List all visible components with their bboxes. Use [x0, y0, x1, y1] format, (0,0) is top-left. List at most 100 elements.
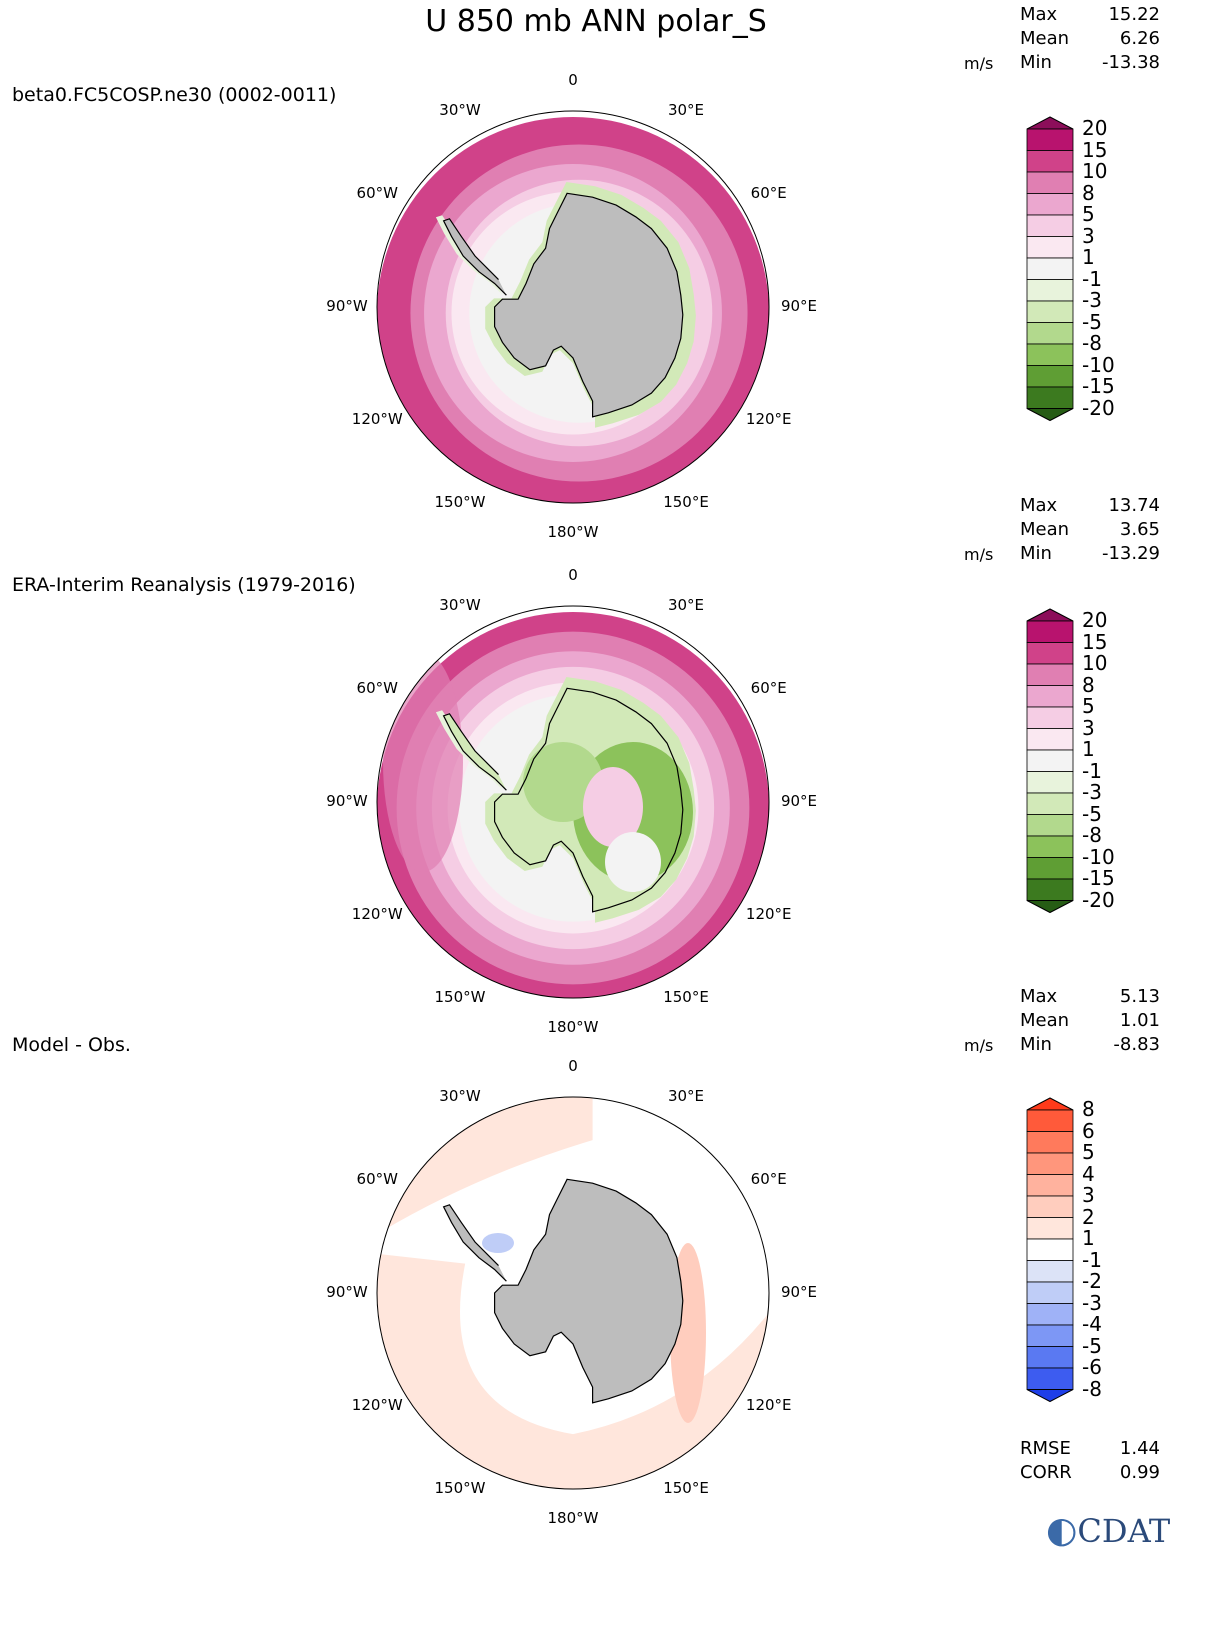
colorbar-bottom-arrow — [1026, 900, 1074, 914]
colorbar-box — [1026, 236, 1074, 259]
colorbar-box — [1026, 279, 1074, 302]
lon-label-e120: 120°E — [745, 410, 792, 428]
panel-2-label: ERA-Interim Reanalysis (1979-2016) — [12, 574, 356, 596]
field-positive — [377, 1097, 593, 1235]
lon-label-w30: 30°W — [439, 596, 481, 615]
stat-min-value: -8.83 — [1113, 1034, 1160, 1055]
colorbar-box — [1026, 322, 1074, 345]
stat-max-value: 15.22 — [1108, 4, 1160, 25]
lon-label-e150: 150°E — [663, 492, 709, 511]
map-field-3 — [377, 1097, 769, 1489]
lon-label-w30: 30°W — [439, 101, 481, 120]
stat-units: m/s — [964, 54, 994, 73]
colorbar-tick-label: -6 — [1082, 1355, 1102, 1379]
colorbar-tick-label: -10 — [1082, 352, 1115, 377]
lon-label-w60: 60°W — [356, 679, 398, 697]
lon-label-top: 0 — [568, 566, 578, 584]
field-band — [383, 652, 463, 872]
lon-label-e30: 30°E — [667, 1087, 705, 1106]
stat-max-label: Max — [1020, 495, 1058, 516]
stat-mean-value: 3.65 — [1119, 519, 1160, 540]
colorbar-box — [1026, 1152, 1074, 1175]
colorbar-tick-label: 20 — [1082, 116, 1108, 140]
stat-min-label: Min — [1020, 1034, 1052, 1055]
stat-min-label: Min — [1020, 543, 1052, 564]
colorbar-tick-label: -20 — [1082, 887, 1115, 912]
colorbar-tick-label: -8 — [1082, 1376, 1102, 1401]
colorbar-box — [1026, 1303, 1074, 1326]
lon-label-e60: 60°E — [750, 679, 787, 697]
lon-label-w120: 120°W — [351, 410, 403, 428]
colorbar-3 — [1026, 1097, 1074, 1403]
colorbar-bottom-arrow — [1026, 408, 1074, 422]
lon-label-w150: 150°W — [434, 987, 486, 1006]
lon-label-e120: 120°E — [745, 905, 792, 923]
colorbar-box — [1026, 878, 1074, 901]
stat-mean-label: Mean — [1020, 519, 1070, 540]
field-interior — [583, 767, 643, 847]
colorbar-tick-label: 8 — [1082, 1097, 1095, 1121]
colorbar-tick-label: -3 — [1082, 780, 1102, 804]
colorbar-box — [1026, 620, 1074, 643]
lon-label-w90: 90°W — [326, 297, 368, 315]
colorbar-tick-label: 5 — [1082, 202, 1095, 226]
colorbar-tick-label: -20 — [1082, 395, 1115, 420]
colorbar-box — [1026, 1324, 1074, 1347]
lon-label-top: 0 — [568, 1057, 578, 1075]
colorbar-box — [1026, 386, 1074, 409]
lon-label-w30: 30°W — [439, 1087, 481, 1106]
peninsula-fill — [443, 1204, 507, 1282]
colorbar-tick-label: -1 — [1082, 266, 1102, 291]
colorbar-box — [1026, 171, 1074, 194]
colorbar-tick-label: -3 — [1082, 288, 1102, 312]
colorbar-box — [1026, 1109, 1074, 1132]
colorbar-box — [1026, 771, 1074, 794]
colorbar-tick-label: -2 — [1082, 1269, 1102, 1293]
coastline — [494, 687, 684, 913]
colorbar-box — [1026, 214, 1074, 237]
colorbar-box — [1026, 835, 1074, 858]
colorbar-tick-label: 1 — [1082, 245, 1095, 269]
colorbar-tick-label: -3 — [1082, 1290, 1102, 1315]
lon-label-e90: 90°E — [780, 792, 818, 810]
corr-value: 0.99 — [1119, 1462, 1160, 1483]
stat-mean-value: 6.26 — [1119, 28, 1160, 49]
colorbar-tick-label: 8 — [1082, 672, 1095, 697]
antarctica-fill — [494, 1179, 683, 1403]
corr-label: CORR — [1020, 1462, 1072, 1483]
colorbar-tick-label: -15 — [1082, 374, 1115, 398]
stat-max-value: 13.74 — [1108, 495, 1160, 516]
lon-label-w90: 90°W — [326, 792, 368, 810]
lon-label-bottom: 180°W — [547, 523, 599, 541]
stat-max-label: Max — [1020, 986, 1058, 1007]
map-boundary — [376, 1096, 770, 1490]
colorbar-box — [1026, 343, 1074, 366]
lon-label-e30: 30°E — [667, 596, 705, 615]
stat-min-value: -13.29 — [1101, 543, 1160, 564]
colorbar-tick-label: 5 — [1082, 694, 1095, 718]
colorbar-box — [1026, 128, 1074, 151]
colorbar-bottom-arrow — [1026, 1389, 1074, 1403]
colorbar-tick-label: -8 — [1082, 331, 1102, 355]
coastline — [442, 1204, 507, 1282]
colorbar-tick-label: 15 — [1082, 629, 1108, 654]
colorbar-box — [1026, 663, 1074, 686]
colorbar-tick-label: -1 — [1082, 1247, 1102, 1272]
lon-label-w150: 150°W — [434, 1478, 486, 1497]
stat-min-value: -13.38 — [1101, 52, 1160, 73]
lon-label-e60: 60°E — [750, 184, 787, 202]
lon-label-bottom: 180°W — [547, 1509, 599, 1527]
colorbar-box — [1026, 1131, 1074, 1154]
colorbar-box — [1026, 1217, 1074, 1240]
colorbar-box — [1026, 642, 1074, 665]
colorbar-tick-label: -15 — [1082, 866, 1115, 890]
stat-mean-label: Mean — [1020, 1010, 1070, 1031]
colorbar-tick-label: -1 — [1082, 758, 1102, 783]
map-panel-2 — [376, 605, 770, 999]
coastline — [442, 218, 507, 296]
stat-units: m/s — [964, 1036, 994, 1055]
lon-label-w90: 90°W — [326, 1283, 368, 1301]
map-panel-1 — [376, 110, 770, 504]
colorbar-1 — [1026, 116, 1074, 422]
